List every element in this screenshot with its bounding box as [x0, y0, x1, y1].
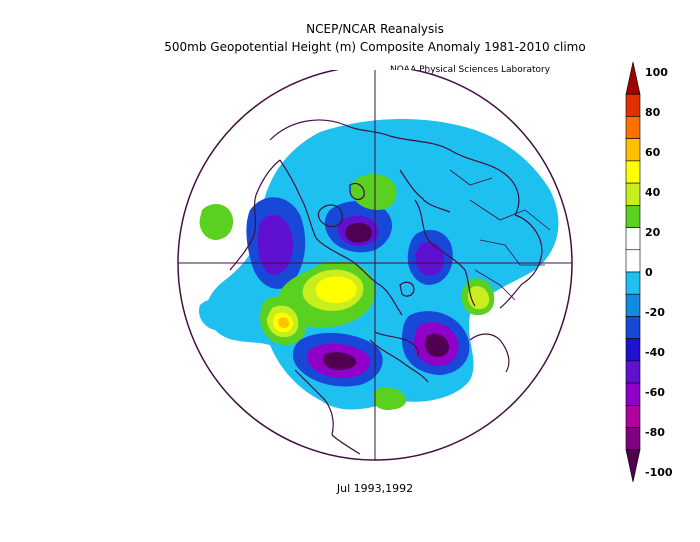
anomaly-fields	[198, 118, 559, 410]
colorbar-swatch	[625, 249, 641, 273]
positive-anomaly-center	[278, 317, 289, 328]
colorbar-tick-label: -80	[645, 426, 665, 439]
colorbar-swatch	[625, 338, 641, 362]
colorbar-swatch	[625, 360, 641, 384]
colorbar-tick-label: -100	[645, 466, 673, 479]
polar-anomaly-map	[177, 70, 573, 461]
colorbar-swatch	[625, 182, 641, 206]
colorbar-swatch	[625, 271, 641, 295]
negative-anomaly-field	[198, 298, 236, 331]
period-label: Jul 1993,1992	[336, 482, 414, 495]
map-boundary	[177, 70, 573, 461]
negative-anomaly-center	[323, 352, 357, 370]
negative-anomaly-field	[449, 185, 528, 252]
colorbar-tick-label: 60	[645, 146, 661, 159]
colorbar-tick-label: -20	[645, 306, 665, 319]
positive-anomaly-field	[199, 203, 234, 240]
colorbar-swatch	[625, 449, 641, 483]
colorbar-swatch	[625, 138, 641, 162]
colorbar-swatch	[625, 93, 641, 117]
colorbar-tick-label: 0	[645, 266, 653, 279]
colorbar-swatch	[625, 405, 641, 428]
chart-title: NCEP/NCAR Reanalysis	[306, 22, 444, 36]
positive-anomaly-core	[315, 276, 357, 304]
colorbar-tick-label: 80	[645, 106, 661, 119]
colorbar-swatch	[625, 316, 641, 339]
colorbar-tick-label: -60	[645, 386, 665, 399]
chart-subtitle: 500mb Geopotential Height (m) Composite …	[164, 40, 586, 54]
colorbar-labels: 100 80 60 40 20 0 -20 -40 -60 -80 -100	[645, 66, 673, 479]
country-borders	[449, 169, 551, 301]
colorbar-swatch	[625, 427, 641, 451]
credit-label: NOAA Physical Sciences Laboratory	[390, 65, 551, 75]
colorbar-swatch	[625, 382, 641, 406]
negative-anomaly-center	[345, 222, 372, 243]
positive-anomaly-field	[351, 173, 397, 210]
colorbar-swatch	[625, 227, 641, 251]
colorbar-swatch	[625, 116, 641, 139]
colorbar-swatch	[625, 205, 641, 228]
positive-anomaly-field	[373, 387, 407, 410]
negative-anomaly-center	[424, 333, 450, 357]
colorbar: 100 80 60 40 20 0 -20 -40 -60 -80 -100	[625, 61, 673, 483]
negative-anomaly-core	[415, 242, 445, 276]
colorbar-swatches	[625, 61, 641, 483]
colorbar-swatch	[625, 293, 641, 317]
colorbar-tick-label: 20	[645, 226, 661, 239]
colorbar-swatch	[625, 61, 641, 95]
colorbar-tick-label: -40	[645, 346, 665, 359]
colorbar-tick-label: 40	[645, 186, 661, 199]
colorbar-swatch	[625, 160, 641, 184]
negative-anomaly-core	[258, 215, 294, 275]
colorbar-tick-label: 100	[645, 66, 668, 79]
coastlines	[229, 119, 543, 455]
